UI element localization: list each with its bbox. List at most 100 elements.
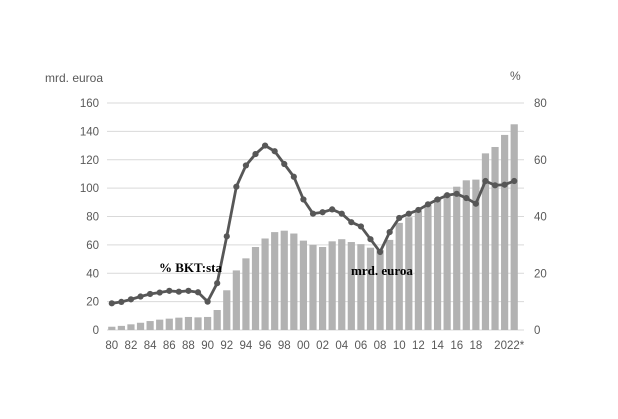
x-tick-label: 02 [316, 340, 329, 352]
left-tick-label: 0 [93, 325, 99, 337]
line-point-2022 [511, 177, 518, 185]
bar-2021 [501, 134, 509, 330]
bar-2005 [347, 242, 355, 330]
bar-2002 [318, 247, 327, 330]
bar-2012 [414, 210, 422, 330]
bar-2008 [376, 249, 384, 330]
bar-1993 [232, 270, 240, 330]
x-tick-label: 14 [431, 340, 444, 352]
x-tick-label: 18 [469, 340, 482, 352]
line-point-2012 [415, 206, 422, 214]
line-point-2001 [309, 210, 317, 217]
line-point-2003 [329, 206, 336, 213]
bar-1991 [213, 309, 221, 330]
gridlines [107, 102, 524, 331]
bar-2019 [481, 153, 490, 330]
x-axis-tick-labels: 80 82 84 86 88 90 92 94 96 98 00 02 04 06 08 10 12 14 16 18… [105, 340, 524, 352]
bar-2004 [338, 239, 346, 330]
x-tick-label: 98 [278, 340, 291, 352]
left-tick-label: 20 [86, 297, 99, 309]
bar-2009 [386, 239, 394, 330]
bar-2006 [357, 244, 365, 330]
line-point-2017 [463, 194, 470, 202]
bar-1990 [204, 316, 212, 330]
bar-series-annotation: mrd. euroa [351, 263, 413, 278]
right-tick-label: 80 [534, 98, 547, 110]
x-tick-label: 86 [163, 340, 176, 352]
bar-2003 [328, 241, 336, 330]
x-tick-label: 92 [220, 340, 233, 352]
x-tick-label: 84 [144, 340, 157, 352]
right-tick-label: 0 [534, 325, 540, 337]
line-point-2016 [453, 190, 460, 197]
left-tick-label: 140 [80, 126, 99, 138]
line-point-1986 [166, 287, 173, 294]
x-tick-label: 16 [450, 340, 463, 352]
bar-1983 [136, 322, 145, 330]
left-tick-label: 120 [80, 155, 99, 167]
line-point-1980 [108, 300, 115, 307]
line-point-1991 [214, 280, 221, 287]
x-tick-label: 00 [297, 340, 310, 352]
line-point-1998 [281, 160, 288, 168]
line-point-2000 [300, 196, 307, 203]
bar-1994 [242, 258, 250, 330]
bar-2013 [424, 204, 432, 330]
bar-2014 [433, 198, 442, 330]
line-point-2011 [405, 210, 412, 217]
bar-2017 [462, 180, 470, 330]
x-tick-label: 96 [259, 340, 272, 352]
x-tick-label: 90 [201, 340, 214, 352]
bar-1986 [165, 318, 173, 330]
left-tick-label: 40 [86, 268, 99, 280]
line-point-2002 [319, 209, 326, 216]
line-point-1997 [271, 148, 278, 155]
bar-2015 [443, 193, 451, 330]
x-tick-label: 10 [393, 340, 406, 352]
bar-1985 [156, 319, 164, 330]
bar-1996 [261, 238, 269, 330]
left-tick-label: 160 [80, 98, 99, 110]
line-series-annotation: % BKT:sta [159, 260, 222, 275]
bar-1992 [223, 290, 231, 330]
bar-1999 [290, 233, 298, 330]
bar-2000 [299, 240, 308, 330]
line-point-2005 [348, 219, 355, 226]
bar-1989 [194, 317, 202, 330]
bar-1982 [127, 324, 135, 330]
x-tick-label: 80 [105, 340, 118, 352]
bar-1998 [280, 230, 288, 330]
bar-1987 [175, 317, 183, 330]
right-axis-tick-labels: 0 20 40 60 80 [534, 98, 547, 337]
right-axis-title: % [510, 69, 521, 83]
line-point-2015 [444, 192, 451, 199]
bar-1984 [146, 321, 154, 330]
bar-2022 [510, 124, 518, 330]
line-point-1992 [223, 233, 230, 240]
line-point-1982 [127, 296, 135, 303]
x-tick-label: 82 [125, 340, 138, 352]
bar-1980 [108, 326, 116, 330]
line-series [108, 142, 518, 307]
left-tick-label: 100 [80, 183, 99, 195]
bar-2001 [309, 244, 317, 330]
bars-series [108, 124, 518, 330]
line-point-2006 [357, 223, 365, 230]
bar-2016 [453, 186, 461, 330]
line-point-2014 [434, 196, 441, 203]
x-tick-label: 94 [240, 340, 253, 352]
line-point-1993 [233, 183, 240, 190]
line-point-1995 [252, 150, 259, 158]
left-tick-label: 60 [86, 240, 99, 252]
x-tick-label: 04 [335, 340, 348, 352]
line-point-1985 [156, 289, 163, 296]
left-tick-label: 80 [86, 212, 99, 224]
line-point-1988 [185, 287, 192, 294]
line-point-1983 [137, 293, 144, 300]
x-tick-label: 12 [412, 340, 425, 352]
line-point-2018 [472, 200, 479, 207]
line-point-1996 [261, 142, 269, 149]
bar-2007 [366, 247, 375, 330]
